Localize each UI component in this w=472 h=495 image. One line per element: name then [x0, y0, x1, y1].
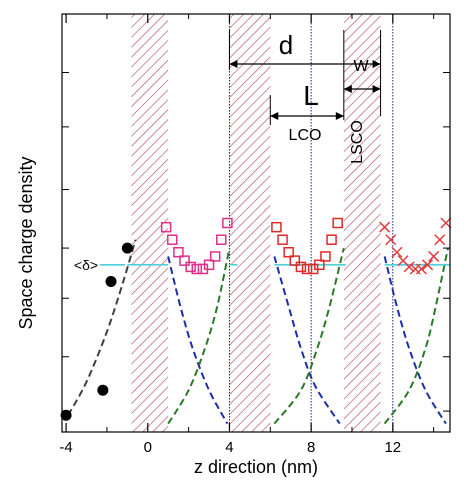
- d-dimension: [229, 60, 381, 68]
- dashed-curve: [273, 247, 345, 425]
- data-point-square: [289, 255, 301, 266]
- W-label: W: [353, 58, 369, 75]
- data-point-square: [301, 263, 313, 275]
- x-tick-label: 0: [144, 439, 152, 456]
- arrow-head-left: [229, 60, 238, 68]
- arrow-head-left: [270, 112, 279, 120]
- x-tick-label: -4: [59, 439, 72, 456]
- dimension-annotations: dL W LCO LSCO <δ>: [74, 30, 382, 273]
- dashed-curve: [273, 256, 341, 425]
- arrow-head-right: [372, 60, 381, 68]
- hatched-region: [343, 14, 381, 432]
- data-point-square: [314, 259, 325, 271]
- data-point-circle: [105, 276, 117, 288]
- delta-label: <δ>: [74, 257, 98, 273]
- dashed-curve: [67, 239, 137, 416]
- data-point-square: [277, 234, 288, 245]
- hatched-regions: [131, 14, 381, 432]
- data-point-square: [332, 217, 343, 229]
- data-point-cross: [391, 246, 403, 258]
- cross-stroke: [379, 221, 391, 233]
- cross-stroke: [422, 259, 434, 271]
- dashed-curve: [383, 247, 449, 425]
- cross-stroke: [385, 234, 397, 246]
- L-label: L: [303, 80, 319, 111]
- hatched-region: [229, 14, 271, 432]
- cross-stroke: [391, 246, 403, 258]
- data-point-circle: [121, 242, 133, 254]
- x-tick-label: 8: [307, 439, 315, 456]
- data-point-square: [222, 217, 233, 229]
- LSCO-label: LSCO: [349, 120, 366, 164]
- data-point-square: [271, 221, 282, 233]
- cross-stroke: [434, 234, 446, 246]
- dashed-curve: [167, 256, 229, 425]
- data-point-cross: [403, 261, 415, 273]
- data-point-square: [160, 221, 172, 233]
- arrow-head-left: [343, 85, 352, 93]
- data-point-square: [320, 251, 331, 262]
- data-point-square: [185, 261, 196, 273]
- arrow-head-right: [372, 85, 381, 93]
- y-axis-label: Space charge density: [16, 156, 36, 329]
- data-point-cross: [422, 259, 434, 271]
- cross-stroke: [415, 263, 427, 275]
- cross-stroke: [397, 255, 409, 267]
- data-points: [60, 217, 452, 421]
- data-point-square: [326, 234, 337, 245]
- data-point-square: [173, 247, 184, 258]
- data-point-square: [179, 255, 190, 266]
- x-axis-label: z direction (nm): [194, 457, 318, 477]
- data-point-cross: [428, 250, 440, 262]
- axes: -4 0 4 8 12: [59, 13, 450, 456]
- vertical-dotted-lines: [228, 14, 394, 432]
- data-point-square: [203, 259, 215, 271]
- dashed-curve: [167, 247, 231, 425]
- W-dimension: [343, 85, 381, 93]
- data-point-square: [191, 263, 203, 275]
- data-point-cross: [440, 217, 452, 229]
- cross-stroke: [428, 250, 440, 262]
- x-tick-label: 4: [225, 439, 233, 456]
- x-tick-label: 12: [384, 439, 401, 456]
- data-point-square: [209, 251, 221, 262]
- data-point-square: [295, 261, 307, 273]
- arrow-head-right: [335, 112, 344, 120]
- data-point-cross: [434, 234, 446, 246]
- data-point-circle: [60, 409, 72, 421]
- data-point-square: [283, 247, 294, 258]
- data-point-cross: [379, 221, 391, 233]
- data-point-circle: [97, 384, 109, 396]
- model-curves: [67, 239, 449, 425]
- data-point-square: [167, 234, 178, 245]
- L-dimension: [270, 112, 344, 120]
- data-point-cross: [385, 234, 397, 246]
- data-point-square: [216, 234, 227, 245]
- LCO-label: LCO: [289, 127, 322, 144]
- dashed-curve: [383, 256, 447, 425]
- cross-stroke: [403, 261, 415, 273]
- cross-stroke: [440, 217, 452, 229]
- d-label: d: [279, 30, 293, 60]
- data-point-cross: [415, 263, 427, 275]
- plot-frame: [61, 13, 451, 433]
